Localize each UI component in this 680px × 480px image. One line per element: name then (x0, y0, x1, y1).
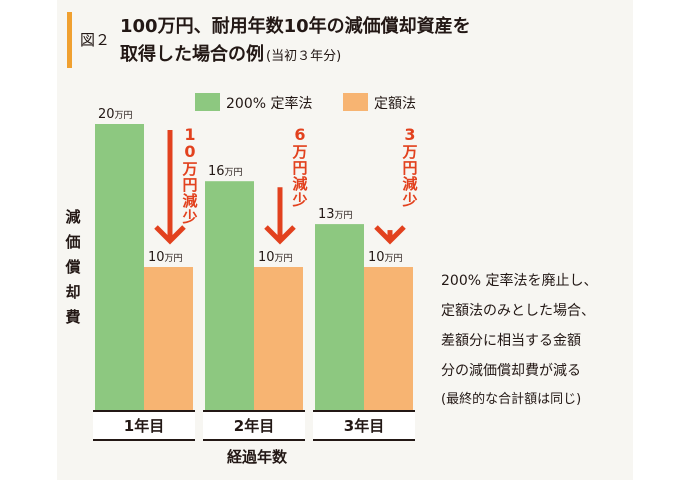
reduction-arrowhead (264, 225, 296, 245)
x-axis-label: 経過年数 (227, 448, 288, 466)
legend-swatch-declining (195, 93, 220, 111)
figure-title-line2-text: 取得した場合の例 (120, 44, 264, 65)
data-label-declining: 13万円 (318, 207, 353, 222)
y-axis-label-char: 価 (64, 233, 80, 251)
note-line-4: 分の減価償却費が減る (441, 363, 581, 379)
note-line-2: 定額法のみとした場合、 (441, 303, 595, 319)
category-band (93, 410, 195, 440)
data-label-straight: 10万円 (258, 250, 293, 265)
x-tick-label: 3年目 (344, 417, 384, 435)
reduction-label-char: 万 (181, 160, 197, 178)
reduction-label-char: 1 (184, 125, 195, 144)
y-axis-label-char: 減 (65, 208, 80, 226)
figure-title-line2: 取得した場合の例 (当初３年分) (120, 40, 341, 66)
y-axis-label-char: 償 (64, 258, 81, 276)
legend-label-straight: 定額法 (374, 96, 416, 112)
data-label-declining: 20万円 (98, 107, 133, 122)
x-tick-label: 2年目 (234, 417, 274, 435)
bar-declining (315, 224, 364, 410)
data-label-straight: 10万円 (368, 250, 403, 265)
reduction-label-char: 減 (182, 192, 197, 210)
reduction-label-char: 万 (291, 143, 307, 161)
reduction-label-char: 万 (401, 143, 417, 161)
figure-title-note: (当初３年分) (266, 49, 342, 64)
reduction-label-char: 少 (401, 191, 417, 209)
note-line-3: 差額分に相当する金額 (441, 333, 581, 349)
reduction-label-char: 3 (404, 125, 415, 144)
data-label-straight: 10万円 (148, 250, 183, 265)
note-line-1: 200% 定率法を廃止し、 (441, 273, 598, 289)
reduction-label-char: 0 (184, 142, 195, 161)
y-axis-label-char: 費 (65, 308, 80, 326)
bar-straight (254, 267, 303, 410)
bar-straight (144, 267, 193, 410)
reduction-label-char: 円 (182, 176, 197, 194)
reduction-label-char: 6 (294, 125, 305, 144)
reduction-label-char: 円 (292, 159, 307, 177)
note-sub: (最終的な合計額は同じ) (441, 392, 582, 407)
category-band (313, 410, 415, 440)
data-label-declining: 16万円 (208, 164, 243, 179)
category-band (203, 410, 305, 440)
reduction-label-char: 円 (402, 159, 417, 177)
legend-swatch-straight (343, 93, 368, 111)
reduction-label-char: 少 (291, 191, 307, 209)
reduction-label-char: 減 (402, 175, 417, 193)
reduction-arrowhead (154, 225, 186, 245)
reduction-label-char: 少 (181, 208, 197, 226)
y-axis-label-char: 却 (65, 283, 80, 301)
figure-label: 図２ (80, 31, 111, 49)
reduction-arrowhead (374, 225, 406, 245)
legend-label-declining: 200% 定率法 (226, 95, 312, 112)
bar-declining (95, 124, 144, 410)
bar-declining (205, 181, 254, 410)
x-tick-label: 1年目 (124, 417, 164, 435)
reduction-label-char: 減 (292, 175, 307, 193)
figure-accent-bar (67, 12, 72, 68)
bar-straight (364, 267, 413, 410)
figure-title-line1: 100万円、耐用年数10年の減価償却資産を (120, 16, 471, 37)
